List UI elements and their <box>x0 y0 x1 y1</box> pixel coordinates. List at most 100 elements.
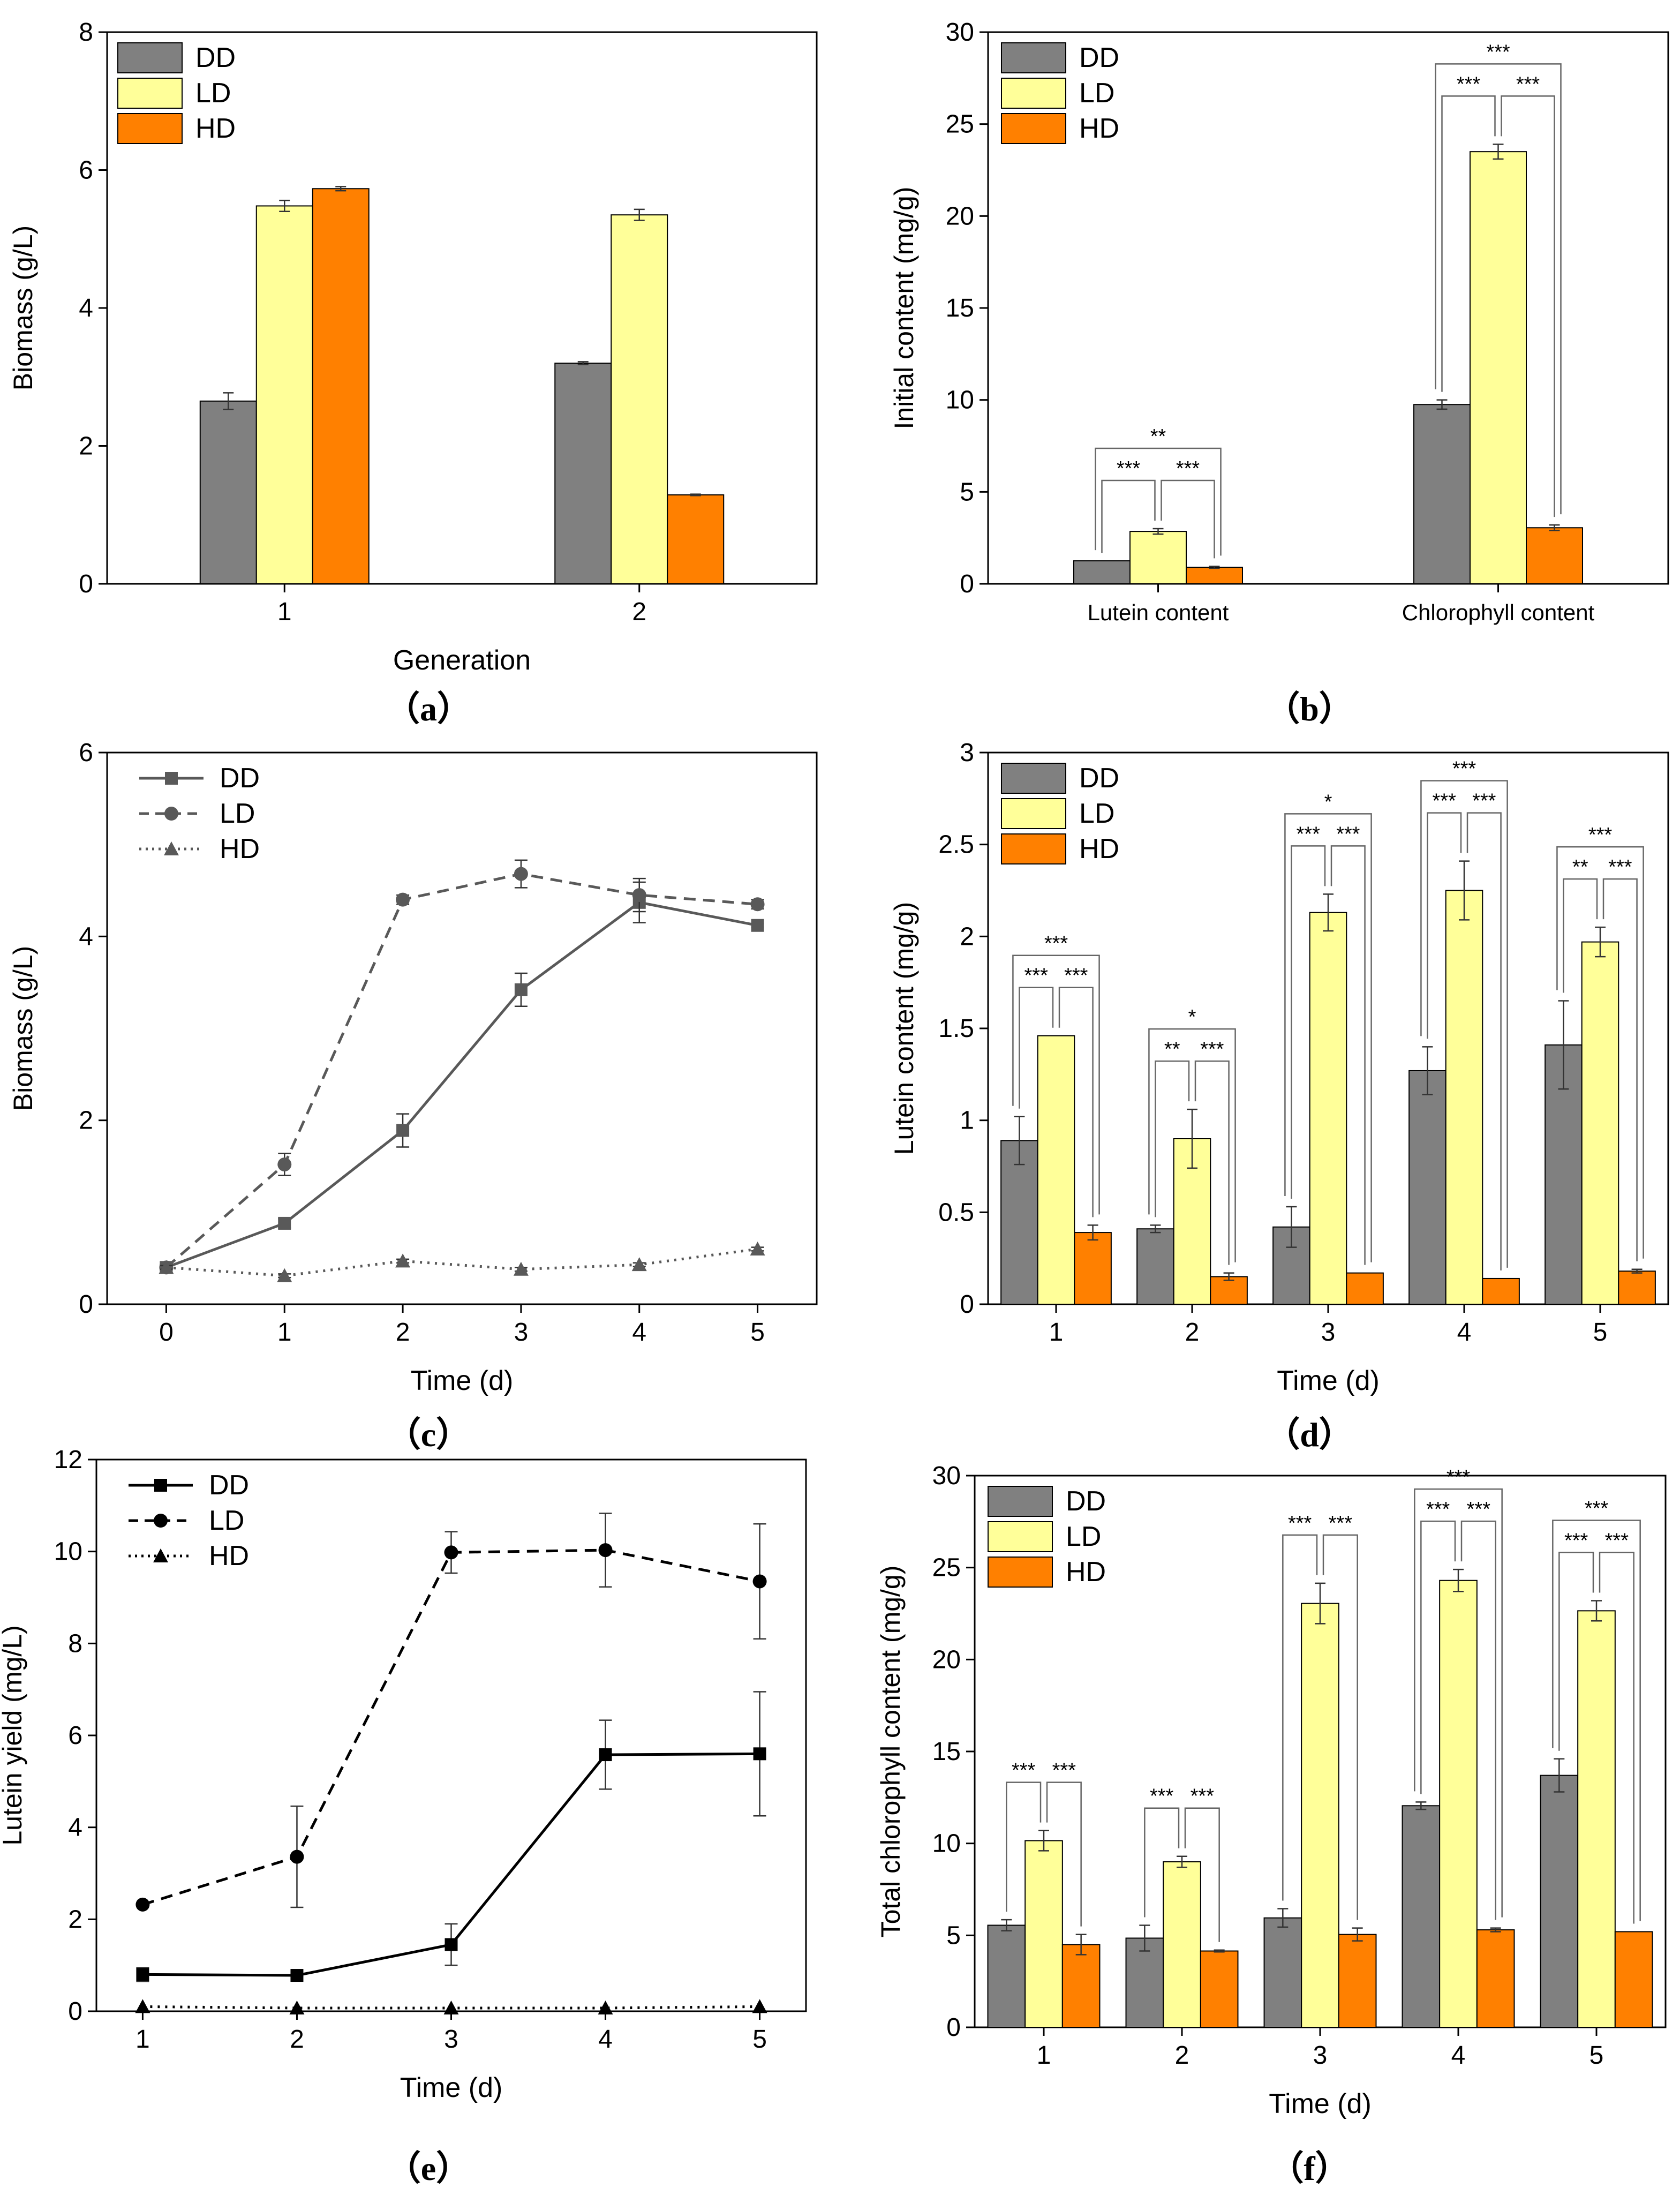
bar-hd-1 <box>312 188 370 584</box>
legend-label-ld: LD <box>195 78 231 109</box>
x-tick-label: 2 <box>290 2025 304 2054</box>
significance-bracket <box>1144 1807 1180 1918</box>
bar-dd-2 <box>1125 1937 1164 2028</box>
y-tick-label: 4 <box>68 1814 82 1842</box>
x-tick-label: 1 <box>1037 2041 1051 2070</box>
significance-label: *** <box>1044 933 1068 955</box>
legend-label-ld: LD <box>1066 1521 1101 1552</box>
y-tick-label: 2 <box>79 1107 93 1135</box>
x-tick-label: 4 <box>1451 2041 1466 2070</box>
point-hd <box>750 1242 765 1255</box>
bar-hd-5 <box>1618 1270 1656 1305</box>
legend-label-dd: DD <box>1079 42 1119 73</box>
y-tick-label: 0 <box>960 570 974 598</box>
panel-d: 0 0.5 1 1.5 2 2.5 3 Lutein content (mg/g) Time (… <box>889 739 1669 1396</box>
x-tick-label: 5 <box>752 2025 767 2054</box>
series-line-dd <box>165 901 758 1269</box>
legend-label-dd: DD <box>220 763 260 794</box>
bar-ld-3 <box>1309 912 1347 1305</box>
y-tick-label: 1.5 <box>938 1014 974 1043</box>
x-tick-label: 2 <box>1185 1318 1200 1347</box>
significance-label: *** <box>1447 1466 1471 1488</box>
significance-label: *** <box>1297 823 1321 845</box>
point-hd <box>598 2000 613 2014</box>
bar-ld-chlorophyll-content <box>1470 151 1527 584</box>
bar-ld-1 <box>1037 1035 1075 1305</box>
legend-label-ld: LD <box>209 1505 244 1536</box>
significance-bracket <box>1012 954 1100 1215</box>
point-dd <box>514 983 528 996</box>
legend-swatch-dd <box>1001 763 1066 794</box>
point-hd <box>443 2000 459 2014</box>
panel-a: 0 2 4 6 8 Biomass (g/L) Generation 1 2 DD LD HD <box>8 18 818 676</box>
y-tick-label: 20 <box>946 202 974 230</box>
y-tick-label: 2 <box>79 432 93 461</box>
significance-label: *** <box>1472 790 1496 813</box>
legend-label-dd: DD <box>209 1470 249 1501</box>
legend-swatch-dd <box>988 1486 1053 1517</box>
significance-bracket <box>1466 812 1502 1270</box>
y-axis-label: Total chlorophyll content (mg/g) <box>876 1566 906 1938</box>
y-axis-label: Lutein content (mg/g) <box>889 902 919 1155</box>
y-tick-label: 6 <box>68 1721 82 1750</box>
point-ld <box>290 1849 304 1864</box>
bar-hd-2 <box>667 494 725 584</box>
significance-bracket <box>1291 845 1326 1199</box>
point-ld <box>752 1574 767 1589</box>
x-tick-label: 2 <box>396 1318 410 1347</box>
bar-ld-5 <box>1581 941 1619 1305</box>
y-tick-label: 0 <box>946 2013 961 2042</box>
legend-marker-hd <box>153 1548 168 1562</box>
point-ld <box>396 892 410 907</box>
legend-swatch-hd <box>1001 113 1066 144</box>
x-axis-label: Time (d) <box>1277 1365 1380 1396</box>
significance-label: *** <box>1452 758 1476 780</box>
point-hd <box>159 1260 174 1274</box>
point-hd <box>395 1253 411 1268</box>
x-tick-label: 5 <box>750 1318 765 1347</box>
y-tick-label: 0 <box>79 1290 93 1319</box>
bar-dd-1 <box>1000 1140 1038 1305</box>
bar-hd-3 <box>1338 1934 1377 2028</box>
legend-marker-ld <box>164 807 178 821</box>
significance-label: *** <box>1064 965 1088 987</box>
y-tick-label: 2 <box>960 922 974 951</box>
bar-ld-3 <box>1301 1603 1339 2028</box>
significance-label: *** <box>1605 1529 1629 1552</box>
legend-label-hd: HD <box>1066 1557 1106 1588</box>
bar-hd-5 <box>1614 1931 1653 2028</box>
x-tick-label: 5 <box>1593 1318 1608 1347</box>
significance-bracket <box>1556 846 1644 1259</box>
y-tick-label: 15 <box>946 294 974 322</box>
x-axis-label: Time (d) <box>1269 2088 1372 2119</box>
bar-dd-3 <box>1263 1917 1302 2028</box>
legend-swatch-hd <box>1001 833 1066 864</box>
legend-swatch-hd <box>117 113 183 144</box>
significance-bracket <box>1420 780 1508 1268</box>
x-tick-label: 2 <box>632 598 646 626</box>
significance-label: *** <box>1024 965 1049 987</box>
x-tick-label: 3 <box>444 2025 458 2054</box>
significance-label: *** <box>1486 41 1510 63</box>
x-tick-label: 1 <box>135 2025 150 2054</box>
point-ld <box>135 1897 150 1912</box>
x-tick-label: 3 <box>1313 2041 1328 2070</box>
significance-bracket <box>1460 1520 1496 1920</box>
significance-bracket <box>1435 63 1562 515</box>
y-tick-label: 0 <box>79 570 93 598</box>
x-axis-label: Time (d) <box>400 2072 503 2103</box>
bar-hd-4 <box>1476 1929 1515 2028</box>
significance-label: * <box>1324 791 1332 813</box>
y-tick-label: 0 <box>960 1290 974 1319</box>
legend-swatch-ld <box>988 1521 1053 1552</box>
legend-label-dd: DD <box>1066 1486 1106 1517</box>
panel-c: 0 2 4 6 Biomass (g/L) Time (d) 0 1 2 3 4 5 DD LD HD <box>8 739 818 1396</box>
point-dd <box>599 1748 612 1762</box>
significance-label: *** <box>1052 1760 1076 1782</box>
y-tick-label: 12 <box>54 1446 82 1474</box>
y-tick-label: 8 <box>68 1629 82 1658</box>
legend-label-ld: LD <box>1079 78 1114 109</box>
significance-bracket <box>1006 1781 1042 1912</box>
